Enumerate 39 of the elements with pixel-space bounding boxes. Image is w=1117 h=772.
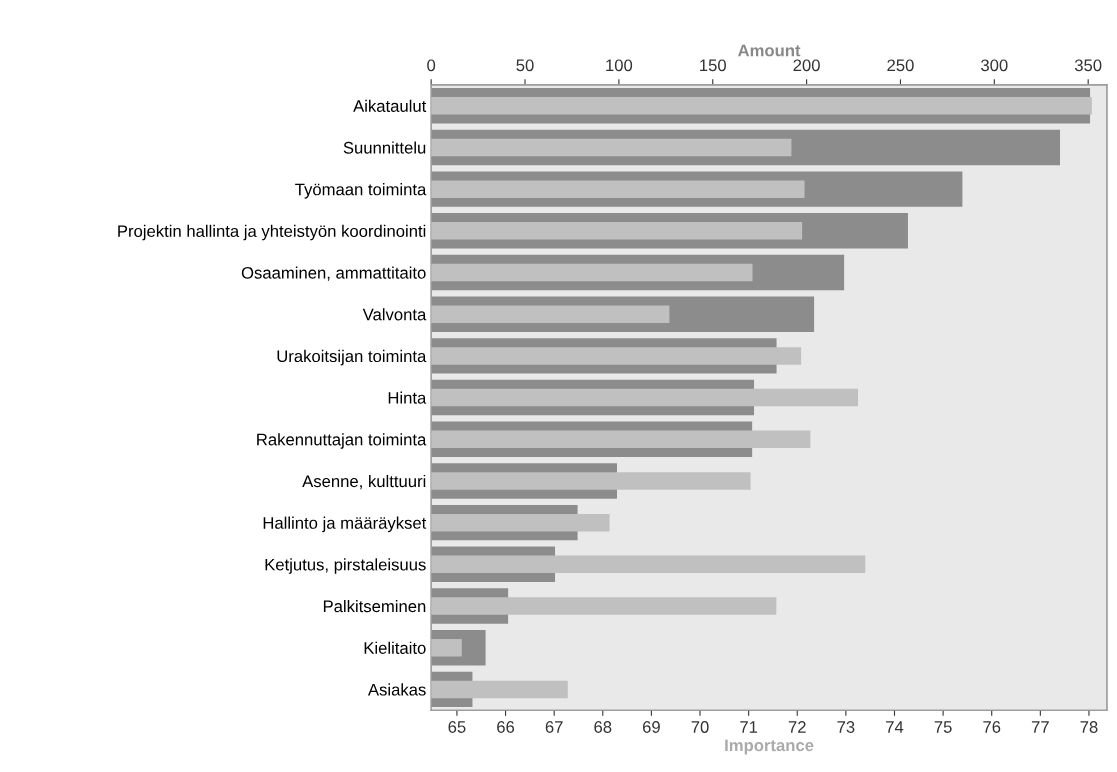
x2-tick-label: 200 (793, 59, 820, 72)
y-tick-label: Työmaan toiminta (295, 183, 427, 199)
x2-tick-label: 350 (1074, 59, 1102, 72)
x2-tick-label: 100 (606, 59, 633, 72)
y-tick-label: Asiakas (367, 683, 426, 696)
y-tick-label: Hallinto ja määräykset (263, 516, 427, 533)
x2-tick-label: 250 (887, 59, 914, 72)
x2-tick-label: 150 (700, 59, 726, 72)
x-tick-label: 68 (594, 721, 612, 733)
x-tick-label: 69 (642, 721, 660, 733)
x-tick-label: 73 (837, 721, 855, 733)
x-tick-label: 66 (497, 721, 515, 733)
x2-tick-label: 0 (427, 59, 436, 72)
y-tick-label: Rakennuttajan toiminta (257, 433, 427, 449)
x-tick-label: 70 (691, 721, 709, 733)
y-tick-label: Osaaminen, ammattitaito (241, 266, 426, 281)
y-tick-label: Hinta (388, 391, 427, 404)
x-tick-label: 71 (740, 721, 758, 733)
x2-axis-title: Amount (738, 44, 801, 57)
y-tick-label: Projektin hallinta ja yhteistyön koordinointi (118, 224, 426, 241)
x-tick-label: 75 (934, 721, 952, 733)
x-tick-label: 74 (886, 721, 904, 733)
y-tick-label: Urakoitsijan toiminta (277, 349, 427, 366)
x-tick-label: 65 (448, 721, 466, 733)
x-tick-label: 72 (788, 721, 806, 733)
y-tick-label: Asenne, kulttuuri (302, 474, 426, 490)
x-tick-label: 67 (545, 721, 563, 733)
y-tick-label: Ketjutus, pirstaleisuus (265, 558, 426, 574)
y-tick-label: Kielitaito (364, 641, 426, 654)
y-tick-label: Aikataulut (353, 99, 427, 112)
x2-tick-label: 50 (516, 59, 534, 72)
x-tick-label: 78 (1080, 721, 1098, 733)
y-tick-label: Palkitseminen (323, 599, 426, 613)
y-tick-label: Suunnittelu (343, 141, 426, 154)
y-tick-label: Valvonta (362, 308, 427, 321)
x-axis-title: Importance (725, 739, 814, 755)
x-tick-label: 76 (983, 721, 1001, 733)
x2-tick-label: 300 (981, 59, 1008, 72)
x-tick-label: 77 (1031, 721, 1049, 733)
